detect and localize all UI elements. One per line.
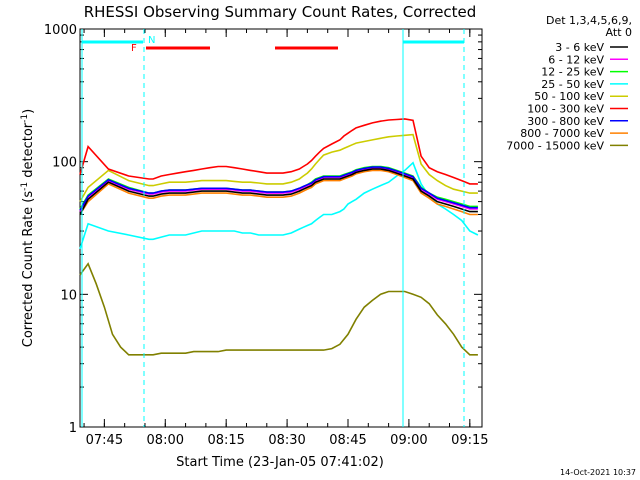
legend-label: 25 - 50 keV — [541, 78, 604, 91]
y-tick-label: 10 — [60, 288, 77, 303]
x-tick-label: 08:45 — [329, 433, 366, 448]
y-tick-label: 1000 — [44, 23, 77, 38]
series-line-300-800-kev — [79, 166, 478, 211]
y-axis-label: Corrected Count Rate (s-1 detector-1) — [20, 109, 36, 347]
legend-header-line1: Det 1,3,4,5,6,9, — [546, 14, 632, 27]
series-line-100-300-kev — [79, 118, 478, 185]
x-axis-label: Start Time (23-Jan-05 07:41:02) — [176, 455, 384, 470]
date-stamp: 14-Oct-2021 10:37 — [560, 468, 636, 477]
series-line-25-50-kev — [79, 161, 479, 250]
x-tick-label: 09:15 — [451, 433, 488, 448]
attenuator-overlays: FN — [81, 29, 465, 427]
legend-label: 6 - 12 keV — [548, 53, 604, 66]
x-tick-label: 08:00 — [147, 433, 184, 448]
legend-label: 800 - 7000 keV — [520, 127, 604, 140]
series-line-3-6-kev — [79, 168, 478, 215]
legend-label: 3 - 6 keV — [555, 41, 604, 54]
legend-label: 12 - 25 keV — [541, 66, 604, 79]
legend-label: 300 - 800 keV — [527, 115, 604, 128]
legend-label: 50 - 100 keV — [534, 90, 604, 103]
series-layer — [79, 118, 479, 356]
legend-label: 7000 - 15000 keV — [506, 139, 604, 152]
x-tick-label: 08:30 — [268, 433, 305, 448]
series-line-800-7000-kev — [79, 169, 478, 216]
plot-frame — [79, 28, 483, 428]
chart-title: RHESSI Observing Summary Count Rates, Co… — [84, 3, 477, 21]
axis-ticks: 1 10 100 1000 07:45 08:00 08:15 08:30 08:45 09:00… — [44, 23, 489, 448]
series-line-50-100-kev — [79, 133, 478, 202]
y-tick-label: 1 — [69, 421, 77, 436]
x-tick-label: 08:15 — [207, 433, 244, 448]
series-line-7000-15000-kev — [79, 262, 478, 356]
x-tick-label: 09:00 — [390, 433, 427, 448]
y-tick-label: 100 — [52, 156, 77, 171]
x-tick-label: 07:45 — [86, 433, 123, 448]
legend-label: 100 - 300 keV — [527, 103, 604, 116]
legend-header-line2: Att 0 — [606, 26, 632, 39]
night-marker-label: N — [148, 35, 155, 46]
flare-marker-label: F — [131, 43, 137, 54]
